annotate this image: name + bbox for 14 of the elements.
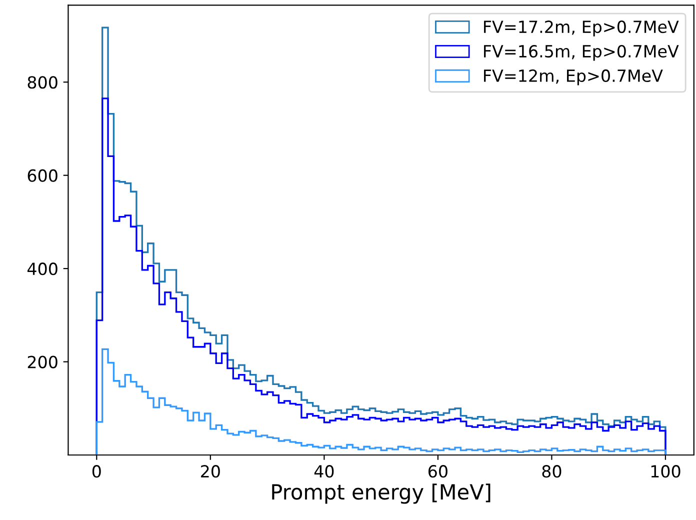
x-axis-title: Prompt energy [MeV] [272,484,490,504]
x-tick-label: 80 [542,465,562,478]
y-tick-label: 200 [28,356,58,368]
y-tick-label: 400 [27,262,58,276]
x-tick-label: 100 [651,465,680,478]
x-tick-label: 60 [428,465,448,478]
x-tick-label: 40 [314,465,334,478]
x-tick-label: 20 [201,465,220,478]
y-tick-label: 800 [28,76,58,89]
legend-label: FV=12m, Ep>0.7MeV [484,69,663,86]
legend-label: FV=16.5m, Ep>0.7MeV [484,44,679,61]
legend-label: FV=17.2m, Ep>0.7MeV [484,20,679,36]
y-tick-label: 600 [28,169,58,182]
x-tick-label: 0 [92,465,101,478]
